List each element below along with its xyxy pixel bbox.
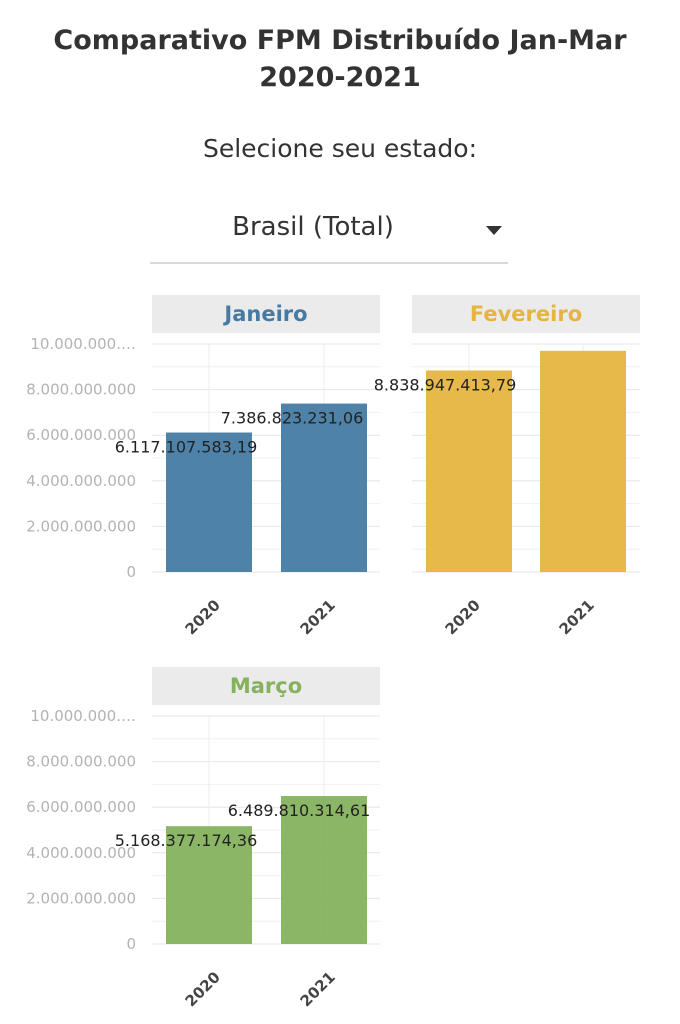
panel-title: Março — [230, 674, 302, 698]
panel-strip — [412, 295, 640, 333]
x-tick-label: 2020 — [182, 968, 224, 1010]
bar-2021 — [540, 350, 626, 572]
y-tick-label: 10.000.000.… — [30, 335, 136, 353]
panel-title: Janeiro — [222, 302, 307, 326]
chevron-down-icon[interactable] — [486, 226, 502, 235]
bar-2020 — [426, 370, 512, 572]
y-tick-label: 4.000.000.000 — [26, 472, 136, 490]
y-tick-label: 0 — [126, 563, 136, 581]
x-tick-label: 2021 — [556, 596, 598, 638]
y-tick-label: 6.000.000.000 — [26, 426, 136, 444]
page-title: Comparativo FPM Distribuído Jan-Mar 2020… — [53, 25, 627, 93]
panel-strip — [152, 295, 380, 333]
panel-title: Fevereiro — [470, 302, 582, 326]
y-tick-label: 10.000.000.… — [30, 707, 136, 725]
data-label: 8.838.947.413,79 — [374, 375, 517, 394]
bar-2020 — [166, 826, 252, 944]
data-label: 6.117.107.583,19 — [115, 438, 258, 457]
data-label: 6.489.810.314,61 — [228, 801, 371, 820]
state-select[interactable]: Brasil (Total) — [150, 200, 508, 264]
data-label: 5.168.377.174,36 — [115, 831, 258, 850]
x-tick-label: 2020 — [442, 596, 484, 638]
bar-2020 — [166, 432, 252, 572]
x-tick-label: 2020 — [182, 596, 224, 638]
x-tick-label: 2021 — [297, 596, 339, 638]
x-tick-label: 2021 — [297, 968, 339, 1010]
state-select-label: Selecione seu estado: — [202, 134, 478, 163]
bar-2021 — [281, 403, 367, 572]
panel-strip — [152, 667, 380, 705]
y-tick-label: 0 — [126, 935, 136, 953]
y-tick-label: 2.000.000.000 — [26, 517, 136, 535]
bar-2021 — [281, 796, 367, 944]
y-tick-label: 2.000.000.000 — [26, 889, 136, 907]
state-select-value: Brasil (Total) — [232, 212, 394, 242]
data-label: 7.386.823.231,06 — [221, 409, 364, 428]
y-tick-label: 6.000.000.000 — [26, 798, 136, 816]
y-tick-label: 8.000.000.000 — [26, 753, 136, 771]
y-tick-label: 8.000.000.000 — [26, 381, 136, 399]
y-tick-label: 4.000.000.000 — [26, 844, 136, 862]
